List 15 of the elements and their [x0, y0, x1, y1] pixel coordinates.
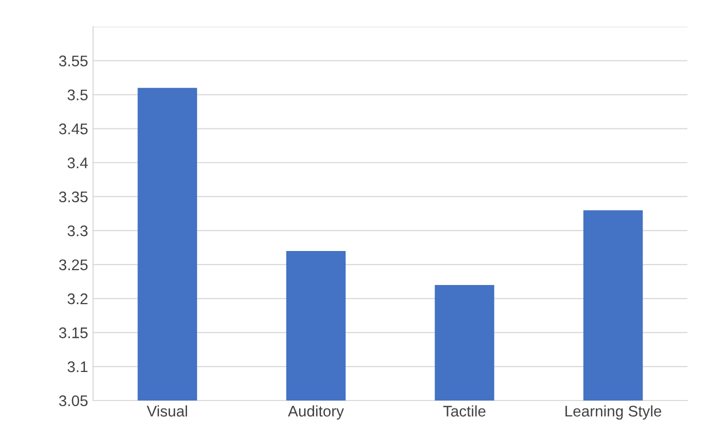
y-tick-label: 3.4	[68, 157, 88, 168]
y-tick-label: 3.25	[59, 259, 88, 270]
y-tick-label: 3.15	[59, 327, 88, 338]
y-tick-label: 3.3	[68, 225, 88, 236]
x-tick-label: Tactile	[443, 405, 486, 417]
x-tick-label: Visual	[146, 405, 188, 417]
y-tick-label: 3.45	[59, 124, 88, 134]
y-tick-label: 3.1	[68, 361, 88, 372]
x-tick-label: Learning Style	[565, 405, 662, 420]
y-tick-label: 3.2	[68, 293, 88, 304]
y-tick-label: 3.05	[59, 395, 88, 406]
x-tick-label: Auditory	[288, 405, 344, 420]
y-tick-label: 3.55	[59, 56, 88, 66]
y-tick-label: 3.35	[59, 191, 88, 202]
y-tick-label: 3.5	[68, 90, 88, 100]
